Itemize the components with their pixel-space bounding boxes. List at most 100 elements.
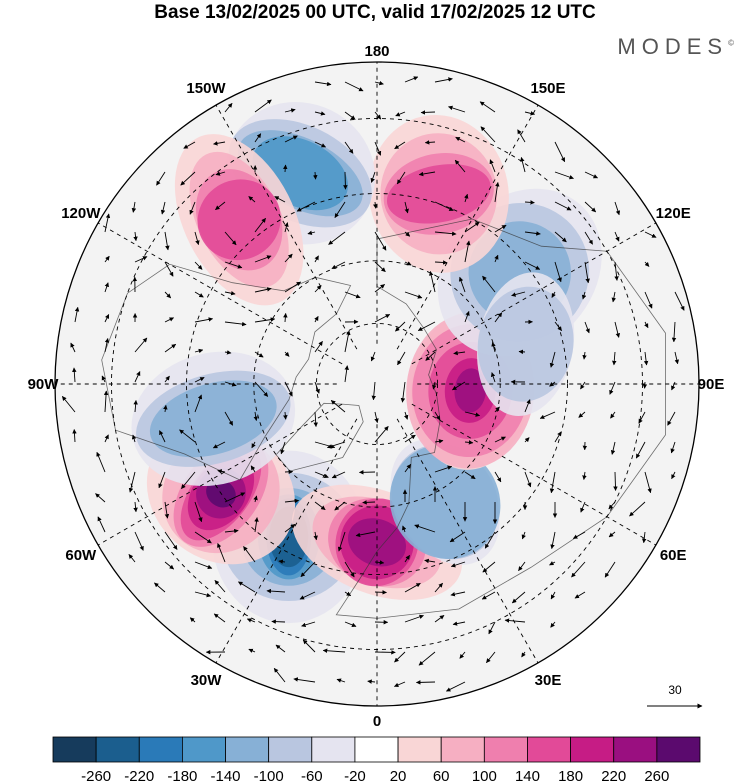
colorbar-label: -60: [301, 768, 323, 783]
wind-arrow: [434, 77, 453, 83]
wind-arrow: [582, 471, 587, 480]
colorbar-label: 220: [601, 768, 626, 783]
wind-arrow: [104, 255, 110, 263]
wind-arrow: [434, 201, 454, 211]
wind-arrow: [246, 618, 256, 623]
wind-arrow: [314, 141, 327, 148]
colorbar-swatch: [570, 736, 615, 763]
wind-arrow: [299, 591, 316, 600]
wind-arrow: [612, 351, 617, 366]
wind-arrow: [254, 317, 276, 323]
wind-arrow: [582, 351, 587, 360]
longitude-label: 150W: [186, 80, 226, 97]
wind-arrow: [183, 141, 196, 149]
anomaly-neg: [389, 439, 501, 565]
wind-arrow: [212, 441, 226, 449]
wind-arrow: [314, 471, 329, 478]
wind-arrow: [554, 171, 574, 180]
anomaly-pos: [174, 134, 304, 306]
wind-arrow: [670, 441, 676, 454]
wind-arrow: [614, 321, 621, 338]
colorbar-label: -140: [211, 768, 241, 783]
wind-arrow: [134, 256, 148, 263]
anomaly-contour: [389, 444, 501, 560]
wind-arrow: [482, 561, 496, 573]
wind-arrow: [609, 381, 616, 395]
anomaly-contour: [197, 179, 281, 261]
wind-arrow: [314, 381, 320, 394]
wind-arrow: [314, 111, 326, 116]
wind-arrow: [608, 531, 616, 538]
wind-arrow: [400, 381, 406, 403]
latitude-circle: [316, 323, 438, 445]
wind-arrow: [300, 561, 316, 578]
wind-arrow: [238, 581, 256, 593]
wind-arrow: [581, 291, 587, 300]
map-border: [54, 61, 700, 707]
wind-arrow: [494, 436, 506, 443]
wind-arrow: [518, 561, 526, 572]
wind-arrow: [278, 559, 286, 564]
brand-mark: ©: [728, 38, 734, 48]
wind-arrow: [224, 411, 234, 426]
wind-arrow: [584, 231, 593, 245]
wind-arrow: [284, 381, 293, 397]
wind-arrow: [572, 531, 586, 539]
wind-arrow: [434, 582, 443, 593]
wind-arrow: [479, 101, 496, 113]
meridian: [411, 222, 657, 365]
wind-arrow: [131, 434, 137, 443]
wind-arrow: [518, 349, 526, 355]
meridian: [396, 418, 539, 664]
wind-arrow: [301, 621, 316, 628]
wind-arrow: [307, 230, 316, 235]
wind-arrow: [254, 255, 272, 263]
wind-arrow: [283, 164, 288, 173]
wind-arrow: [313, 411, 318, 428]
wind-arrow: [464, 411, 481, 417]
colorbar-swatch: [483, 736, 528, 763]
wind-arrow: [128, 554, 136, 563]
wind-arrow: [254, 351, 264, 358]
reference-vector: 30: [647, 683, 703, 709]
wind-arrow: [667, 411, 676, 426]
wind-arrow: [504, 618, 526, 623]
colorbar-swatch: [311, 736, 356, 763]
colorbar-swatch: [225, 736, 270, 763]
wind-arrow: [224, 231, 237, 246]
wind-arrow: [374, 111, 382, 120]
wind-arrow: [224, 350, 232, 355]
wind-arrow: [482, 275, 496, 293]
wind-arrow: [551, 291, 556, 298]
wind-arrow: [284, 498, 300, 504]
wind-arrow: [434, 260, 448, 265]
wind-arrow: [313, 531, 318, 541]
wind-arrow: [432, 381, 437, 390]
wind-arrow: [511, 291, 526, 297]
wind-arrow: [224, 102, 233, 113]
wind-arrow: [521, 651, 526, 658]
wind-arrow: [404, 76, 419, 83]
wind-arrow: [283, 312, 288, 323]
wind-arrow: [194, 561, 213, 569]
wind-arrow: [521, 531, 526, 540]
wind-arrow: [254, 517, 259, 533]
wind-arrow: [395, 321, 406, 332]
wind-arrow: [396, 171, 406, 185]
wind-arrow: [452, 621, 466, 626]
wind-arrow: [374, 80, 384, 86]
wind-arrow: [644, 291, 653, 309]
wind-arrow: [524, 437, 530, 443]
meridian: [411, 403, 657, 546]
wind-arrow: [134, 337, 148, 353]
colorbar-swatch: [656, 736, 701, 763]
wind-arrow: [72, 429, 77, 443]
wind-arrow: [74, 306, 80, 323]
wind-arrow: [213, 141, 226, 146]
map-title: Base 13/02/2025 00 UTC, valid 17/02/2025…: [154, 2, 596, 23]
wind-arrow: [284, 135, 298, 143]
brand-text: MODES: [617, 34, 729, 59]
wind-arrow: [280, 441, 286, 455]
wind-arrow: [643, 351, 649, 366]
colorbar-swatch: [181, 736, 226, 763]
